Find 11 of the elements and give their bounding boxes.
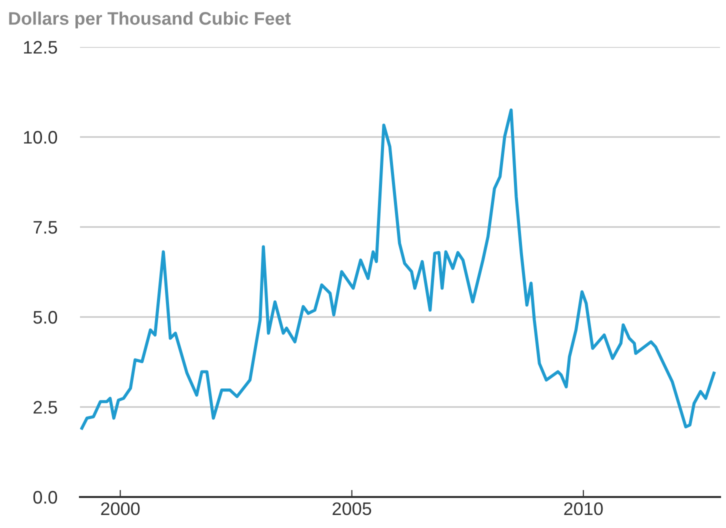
chart-title: Dollars per Thousand Cubic Feet xyxy=(9,12,291,28)
y-tick-label: 12.5 xyxy=(24,40,58,54)
y-tick-label: 2.5 xyxy=(34,400,58,414)
y-tick-label: 10.0 xyxy=(24,130,58,144)
x-tick-label: 2000 xyxy=(101,502,140,516)
y-tick-label: 7.5 xyxy=(34,221,58,234)
line-series xyxy=(80,108,716,430)
x-tick-label: 2010 xyxy=(564,502,603,516)
y-tick-label: 0.0 xyxy=(33,490,58,504)
y-tick-label: 5.0 xyxy=(33,310,58,324)
x-tick-label: 2005 xyxy=(332,502,372,516)
